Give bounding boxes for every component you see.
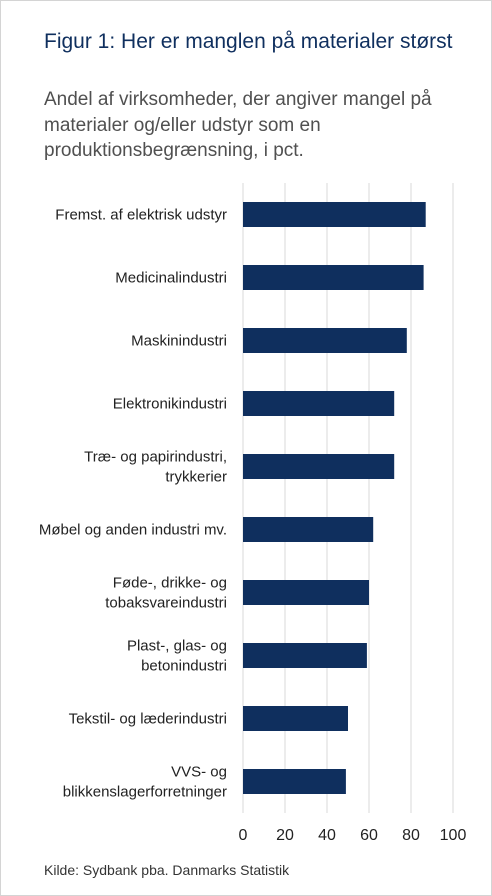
bar: [243, 517, 374, 542]
bar: [243, 265, 424, 290]
category-label: Føde-, drikke- og: [113, 575, 227, 592]
category-label: tobaksvareindustri: [105, 595, 227, 612]
category-label: betonindustri: [141, 658, 227, 675]
bar: [243, 328, 407, 353]
bars: [243, 202, 426, 794]
source-note: Kilde: Sydbank pba. Danmarks Statistik: [44, 862, 290, 878]
bar: [243, 454, 395, 479]
chart-subtitle: Andel af virksomheder, der angiver mange…: [44, 89, 432, 161]
category-label: Fremst. af elektrisk udstyr: [55, 207, 227, 224]
category-labels: Fremst. af elektrisk udstyr Medicinalindu…: [39, 207, 227, 801]
x-tick-label: 40: [318, 827, 336, 844]
category-label: Medicinalindustri: [115, 270, 227, 287]
category-label: Plast-, glas- og: [127, 638, 227, 655]
x-tick-label: 80: [402, 827, 420, 844]
category-label: VVS- og: [171, 764, 227, 781]
x-tick-label: 0: [239, 827, 248, 844]
x-tick-labels: 0 20 40 60 80 100: [239, 827, 467, 844]
x-tick-label: 20: [276, 827, 294, 844]
x-tick-label: 60: [360, 827, 378, 844]
bar: [243, 202, 426, 227]
bar: [243, 706, 348, 731]
category-label: Tekstil- og læderindustri: [69, 711, 227, 728]
x-tick-label: 100: [440, 827, 467, 844]
category-label: Møbel og anden industri mv.: [39, 522, 227, 539]
bar: [243, 769, 346, 794]
chart-title: Figur 1: Her er manglen på materialer st…: [44, 30, 453, 53]
bar: [243, 391, 395, 416]
bar: [243, 580, 369, 605]
category-label: trykkerier: [165, 469, 227, 486]
category-label: Elektronikindustri: [113, 396, 227, 413]
category-label: blikkenslagerforretninger: [63, 784, 227, 801]
bar: [243, 643, 367, 668]
category-label: Maskinindustri: [131, 333, 227, 350]
category-label: Træ- og papirindustri,: [84, 449, 227, 466]
